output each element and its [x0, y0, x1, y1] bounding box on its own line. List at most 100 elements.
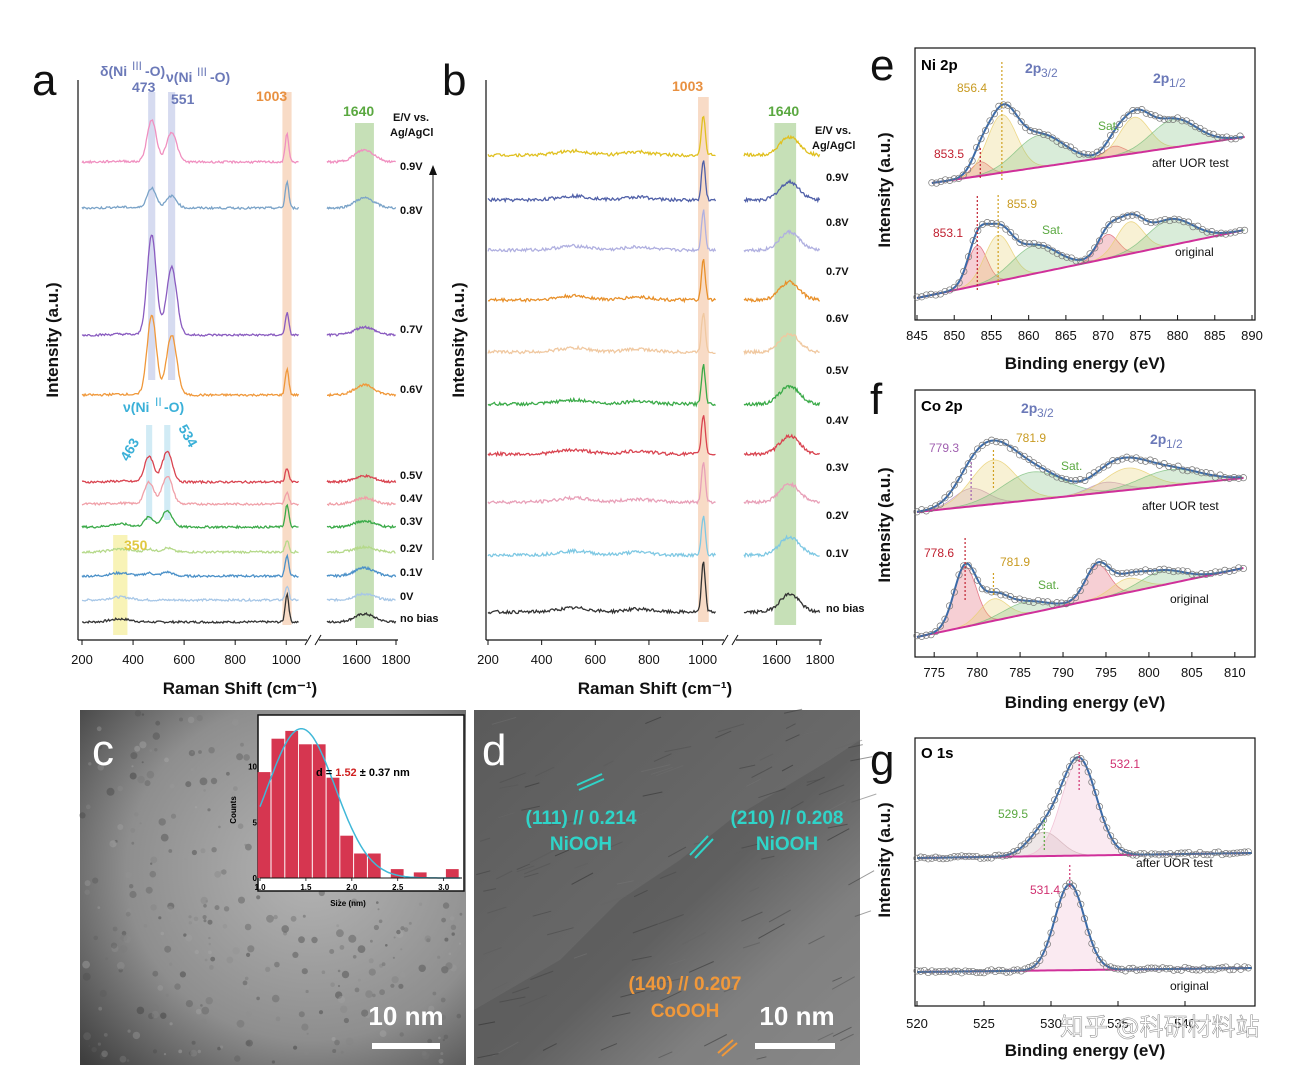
- data-point: [1091, 244, 1099, 252]
- data-point: [1194, 222, 1202, 230]
- tem-grain: [375, 1021, 379, 1026]
- spectrum-0.1V: [743, 534, 820, 559]
- data-point: [1013, 110, 1021, 118]
- lattice-fringe: [571, 872, 594, 885]
- data-point: [1105, 221, 1113, 229]
- envelope-fit: [931, 103, 1244, 184]
- lattice-fringe: [642, 791, 663, 797]
- tem-grain: [372, 993, 376, 998]
- lattice-fringe: [498, 812, 515, 819]
- data-point: [1099, 959, 1107, 967]
- label-sub: 3/2: [1041, 66, 1058, 80]
- lattice-fringe: [840, 1033, 854, 1042]
- panel-e: e Ni 2p 845 850 855 860 865 870 875 880 885 890 2…: [870, 41, 1263, 373]
- annotation-nu-end: -O): [210, 69, 230, 85]
- tem-grain: [190, 1049, 198, 1057]
- tem-grain: [421, 1051, 430, 1060]
- data-point: [917, 967, 925, 975]
- lattice-fringe: [790, 801, 804, 810]
- data-point: [1225, 474, 1233, 482]
- tem-grain: [350, 898, 358, 906]
- tem-grain: [119, 945, 128, 954]
- spectrum-0.6V: [743, 279, 821, 303]
- tem-grain: [449, 964, 457, 972]
- tem-grain: [170, 813, 177, 819]
- lattice-fringe: [573, 953, 588, 959]
- data-point: [946, 286, 954, 294]
- tem-grain: [105, 957, 108, 961]
- data-point: [969, 852, 977, 861]
- data-point: [1180, 218, 1188, 226]
- data-point: [1080, 759, 1089, 767]
- data-point: [1077, 755, 1085, 763]
- data-point: [1110, 964, 1118, 972]
- tick-label: 800: [1138, 665, 1160, 680]
- tem-grain: [442, 1038, 445, 1042]
- spectrum-0.5V: [81, 450, 300, 485]
- lattice-fringe: [548, 819, 578, 826]
- data-point: [1223, 133, 1231, 141]
- inset-tick-label: 10: [248, 763, 257, 772]
- lattice-fringe: [770, 871, 794, 882]
- data-point: [1095, 955, 1103, 963]
- curve-label: 0.9V: [826, 172, 849, 184]
- plot-frame: [914, 389, 1256, 658]
- background-line: [916, 229, 1242, 299]
- tick-label: 530: [1040, 1016, 1062, 1031]
- lattice-fringe: [655, 978, 682, 985]
- data-point: [1047, 803, 1055, 811]
- tem-grain: [210, 956, 216, 962]
- data-point: [955, 476, 963, 484]
- curve-labels: no bias 0.1V 0.2V 0.3V 0.4V 0.5V 0.6V 0.7V 0.8V 0…: [826, 172, 865, 615]
- data-point: [968, 157, 976, 165]
- tem-grain: [348, 934, 357, 943]
- lattice-fringe: [496, 870, 513, 880]
- lattice-fringe: [499, 772, 526, 784]
- tem-grain: [210, 777, 218, 785]
- data-point: [964, 253, 973, 261]
- lattice-fringe: [746, 778, 762, 787]
- data-point: [1185, 964, 1193, 972]
- data-point: [1066, 763, 1074, 771]
- annotation-nu2-end: -O): [164, 399, 184, 415]
- data-point: [1006, 968, 1014, 976]
- tem-grain: [188, 1051, 193, 1056]
- curve-label: 0.5V: [826, 365, 849, 377]
- tem-grain: [233, 786, 238, 791]
- data-point: [913, 508, 921, 516]
- data-point: [1084, 928, 1092, 936]
- data-point: [1036, 823, 1044, 831]
- tem-grain: [246, 952, 251, 958]
- tem-grain: [246, 1010, 252, 1017]
- data-point: [1077, 257, 1085, 265]
- data-point: [961, 853, 969, 861]
- tem-grain: [103, 1033, 108, 1037]
- curve-label: 0.2V: [400, 543, 423, 555]
- tem-grain: [110, 942, 118, 949]
- data-point: [1021, 965, 1029, 973]
- data-point: [1016, 595, 1024, 603]
- data-point: [1088, 939, 1096, 948]
- data-point: [946, 968, 955, 976]
- data-point: [1016, 238, 1024, 246]
- tem-grain: [236, 753, 244, 761]
- tem-grain: [130, 752, 138, 760]
- tick-label: 1000: [688, 652, 717, 667]
- lattice-fringe: [499, 784, 519, 789]
- scale-bar-label: 10 nm: [368, 1001, 443, 1031]
- inset-x-label: Size (nm): [330, 899, 366, 908]
- data-point: [997, 591, 1005, 599]
- data-point: [1136, 849, 1144, 858]
- tem-grain: [381, 962, 386, 967]
- data-point: [1179, 466, 1187, 474]
- curve-label: 0.8V: [826, 217, 849, 229]
- tem-grain: [336, 924, 340, 928]
- tem-grain: [150, 856, 158, 864]
- data-point: [1200, 127, 1208, 135]
- tem-grain: [136, 1006, 145, 1015]
- data-point: [1155, 566, 1164, 574]
- data-point: [1207, 965, 1215, 973]
- data-point: [1025, 597, 1033, 606]
- data-point: [974, 576, 982, 584]
- histogram-bar: [257, 772, 271, 878]
